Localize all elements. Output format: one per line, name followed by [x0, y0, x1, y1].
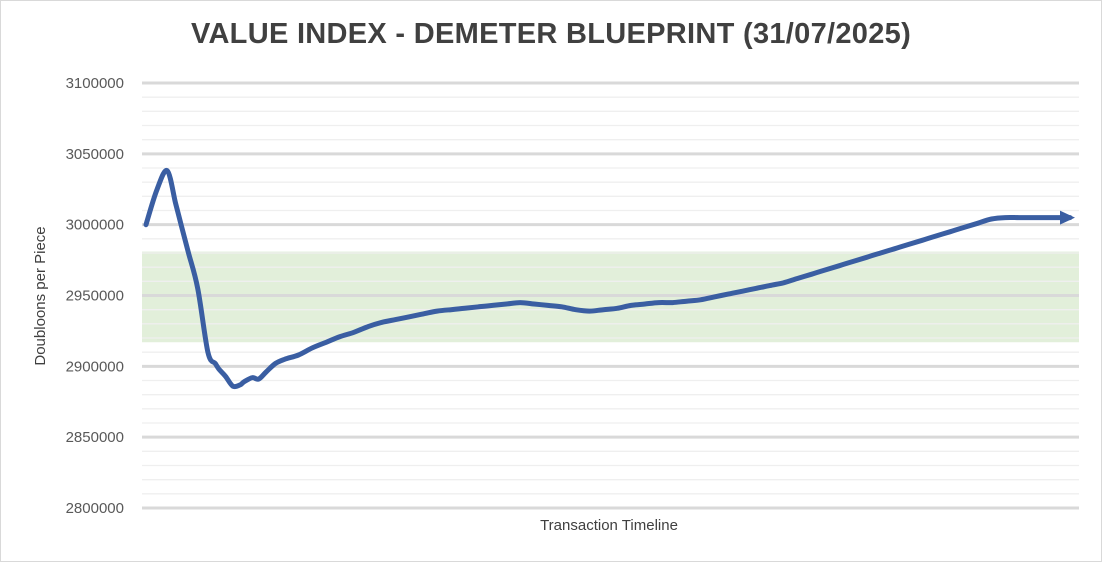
- y-tick-label: 2900000: [66, 358, 124, 375]
- y-tick-label: 2850000: [66, 429, 124, 446]
- y-tick-label: 3000000: [66, 217, 124, 234]
- y-axis-title: Doubloons per Piece: [32, 226, 49, 365]
- series-end-arrow: [1060, 210, 1075, 225]
- series-layer: [143, 168, 1075, 390]
- y-tick-label: 2800000: [66, 500, 124, 517]
- y-tick-label: 2950000: [66, 288, 124, 305]
- y-tick-label: 3050000: [66, 146, 124, 163]
- y-tick-label: 3100000: [66, 75, 124, 92]
- chart-title: VALUE INDEX - DEMETER BLUEPRINT (31/07/2…: [190, 18, 912, 50]
- x-axis-title: Transaction Timeline: [540, 517, 678, 534]
- grid-layer: [142, 81, 1079, 510]
- series-line: [143, 168, 1073, 390]
- y-tick-labels: 2800000 2850000 2900000 2950000 3000000 30500…: [66, 75, 124, 517]
